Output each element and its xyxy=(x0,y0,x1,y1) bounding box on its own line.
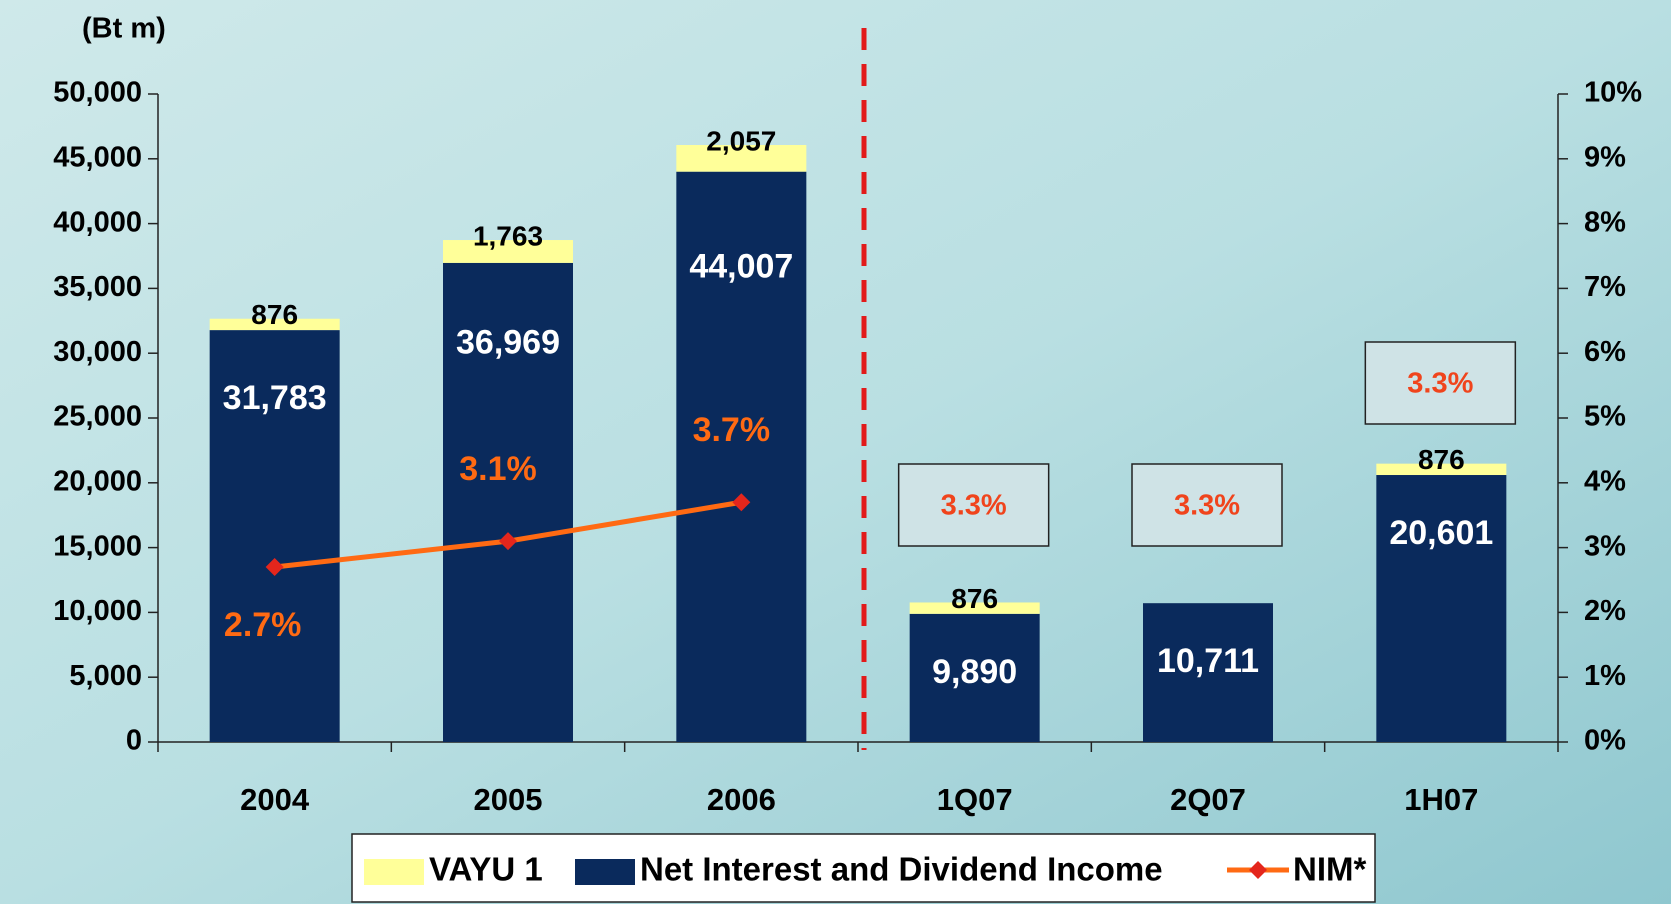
y2-tick-label: 7% xyxy=(1584,271,1626,303)
legend-swatch xyxy=(575,859,635,885)
data-label: 10,711 xyxy=(1157,642,1259,680)
nim-marker xyxy=(732,493,751,512)
x-tick-label: 1Q07 xyxy=(937,782,1013,817)
nim-label: 3.7% xyxy=(693,411,771,449)
y2-tick-label: 4% xyxy=(1584,465,1626,497)
legend-label: NIM* xyxy=(1293,851,1366,888)
data-label: 44,007 xyxy=(689,248,793,286)
x-tick-label: 2Q07 xyxy=(1170,782,1246,817)
data-label: 876 xyxy=(251,299,298,330)
nim-box xyxy=(1364,341,1517,425)
y2-tick-label: 3% xyxy=(1584,530,1626,562)
bar-segment xyxy=(676,145,807,172)
bar-segment xyxy=(676,171,807,742)
data-label: 876 xyxy=(1418,444,1465,475)
y-tick-label: 25,000 xyxy=(53,401,142,433)
x-tick-label: 2004 xyxy=(240,782,310,817)
y-tick-label: 45,000 xyxy=(53,141,142,173)
nim-box xyxy=(897,463,1050,547)
y2-tick-label: 8% xyxy=(1584,206,1626,238)
nim-box-label: 3.3% xyxy=(941,490,1007,522)
legend-label: VAYU 1 xyxy=(429,851,543,888)
x-tick-label: 1H07 xyxy=(1404,782,1478,817)
x-tick-label: 2006 xyxy=(707,782,776,817)
bar-segment xyxy=(909,613,1040,742)
y-tick-label: 10,000 xyxy=(53,595,142,627)
nim-box xyxy=(1131,463,1283,547)
nim-box-label: 3.3% xyxy=(1174,490,1240,522)
legend-swatch xyxy=(364,859,424,885)
bar-segment xyxy=(209,330,340,742)
data-label: 876 xyxy=(951,583,998,614)
y2-tick-label: 0% xyxy=(1584,725,1626,757)
nim-label: 2.7% xyxy=(224,606,302,644)
y2-tick-label: 10% xyxy=(1584,77,1642,109)
y-tick-label: 50,000 xyxy=(53,77,142,109)
y-tick-label: 30,000 xyxy=(53,336,142,368)
bar-segment xyxy=(443,262,573,742)
bar-segment xyxy=(1143,603,1273,742)
y-axis-label: (Bt m) xyxy=(82,13,166,45)
y-tick-label: 20,000 xyxy=(53,465,142,497)
y2-tick-label: 6% xyxy=(1584,336,1626,368)
nim-marker xyxy=(499,532,517,551)
legend-label: Net Interest and Dividend Income xyxy=(640,851,1163,888)
x-tick-label: 2005 xyxy=(474,782,543,817)
y-tick-label: 5,000 xyxy=(69,660,142,692)
data-label: 1,763 xyxy=(473,220,543,251)
y-tick-label: 15,000 xyxy=(53,530,142,562)
data-label: 9,890 xyxy=(932,653,1017,691)
bar-segment xyxy=(1376,463,1507,476)
y2-tick-label: 5% xyxy=(1584,401,1626,433)
y-tick-label: 35,000 xyxy=(53,271,142,303)
nim-marker xyxy=(265,558,284,577)
data-label: 2,057 xyxy=(706,125,776,156)
nim-box-label: 3.3% xyxy=(1407,368,1473,400)
legend-swatch xyxy=(1249,861,1267,879)
data-label: 36,969 xyxy=(456,323,560,361)
bar-segment xyxy=(443,240,573,263)
bar-segment xyxy=(909,602,1040,614)
data-label: 20,601 xyxy=(1389,514,1493,552)
y-tick-label: 0 xyxy=(126,725,142,757)
y2-tick-label: 1% xyxy=(1584,660,1626,692)
bar-segment xyxy=(1376,475,1507,742)
nim-label: 3.1% xyxy=(459,450,537,488)
legend xyxy=(351,833,1376,903)
data-label: 31,783 xyxy=(223,379,327,417)
y-tick-label: 40,000 xyxy=(53,206,142,238)
y2-tick-label: 2% xyxy=(1584,595,1626,627)
y2-tick-label: 9% xyxy=(1584,141,1626,173)
bar-segment xyxy=(209,318,340,331)
